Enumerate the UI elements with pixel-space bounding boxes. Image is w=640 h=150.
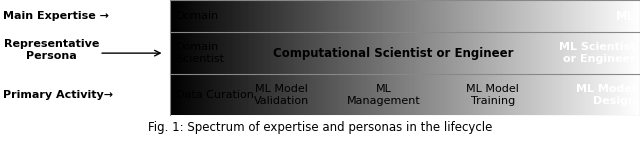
Text: ML Model
Validation: ML Model Validation <box>254 84 309 105</box>
Text: Domain
Scientist: Domain Scientist <box>176 42 224 64</box>
Text: Domain: Domain <box>176 11 220 21</box>
Text: Fig. 1: Spectrum of expertise and personas in the lifecycle: Fig. 1: Spectrum of expertise and person… <box>148 121 492 134</box>
Text: Representative
Persona: Representative Persona <box>3 39 99 61</box>
Text: ML Model
Design: ML Model Design <box>576 84 636 105</box>
Text: Main Expertise →: Main Expertise → <box>3 11 109 21</box>
Text: ML Scientist
or Engineer: ML Scientist or Engineer <box>559 42 636 64</box>
Text: ML: ML <box>616 10 636 23</box>
Text: ML Model
Training: ML Model Training <box>467 84 519 105</box>
Text: ML
Management: ML Management <box>347 84 421 105</box>
Text: Data Curation: Data Curation <box>176 90 254 100</box>
Text: Computational Scientist or Engineer: Computational Scientist or Engineer <box>273 47 514 60</box>
Text: Primary Activity→: Primary Activity→ <box>3 90 113 100</box>
